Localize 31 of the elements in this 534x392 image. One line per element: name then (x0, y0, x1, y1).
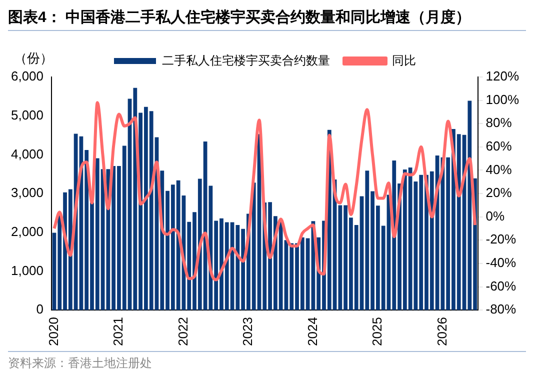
x-tick-label: 2021 (110, 317, 126, 346)
y2-tick-label: 0% (486, 208, 505, 224)
y-tick-label: 6,000 (10, 68, 44, 84)
y-axis-title: （份） (14, 50, 53, 66)
y2-tick-label: 60% (486, 138, 512, 154)
y2-tick-label: -40% (486, 255, 517, 270)
y2-tick-label: 20% (486, 185, 512, 200)
x-tick-label: 2022 (175, 317, 190, 346)
y-tick-label: 5,000 (10, 107, 44, 122)
x-tick-label: 2020 (46, 317, 61, 346)
text: 资料来源：香港土地注册处 (8, 351, 526, 372)
y2-tick-label: -20% (486, 232, 517, 247)
y2-tick-label: 120% (486, 68, 520, 84)
x-tick-label: 2025 (370, 317, 385, 346)
x-tick-label: 2024 (304, 317, 320, 346)
y-tick-label: 2,000 (10, 224, 44, 239)
y2-tick-label: -80% (486, 302, 517, 317)
x-tick-label: 2023 (240, 317, 256, 346)
y-tick-label: 4,000 (10, 146, 44, 162)
legend-label: 同比 (392, 53, 416, 68)
y2-tick-label: 100% (486, 92, 520, 107)
line-series (52, 101, 477, 282)
chart-title: 图表4： 中国香港二手私人住宅楼宇买卖合约数量和同比增速（月度） (8, 8, 526, 31)
y2-tick-label: 40% (486, 162, 512, 177)
y-tick-label: 3,000 (10, 185, 44, 200)
y2-tick-label: -60% (486, 278, 517, 294)
y-tick-label: 1,000 (10, 262, 44, 278)
x-tick-label: 2026 (434, 317, 450, 346)
legend-label: 二手私人住宅楼宇买卖合约数量 (162, 53, 330, 68)
y-tick-label: 0 (36, 302, 44, 317)
y2-tick-label: 80% (486, 115, 512, 130)
